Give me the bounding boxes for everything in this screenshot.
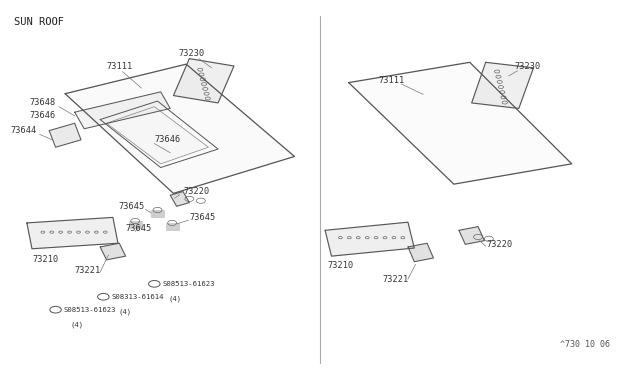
Text: 73230: 73230 [514, 61, 540, 71]
Text: 73220: 73220 [487, 240, 513, 249]
Text: 73221: 73221 [74, 266, 100, 275]
Polygon shape [75, 92, 170, 129]
Polygon shape [408, 243, 433, 262]
Text: 73645: 73645 [189, 213, 216, 222]
Bar [166, 223, 179, 230]
Text: (4): (4) [70, 321, 83, 328]
Text: ^730 10 06: ^730 10 06 [560, 340, 610, 349]
Text: SUN ROOF: SUN ROOF [14, 17, 64, 27]
Text: 73230: 73230 [178, 49, 204, 58]
Text: 73111: 73111 [106, 61, 132, 71]
Polygon shape [27, 217, 118, 249]
Polygon shape [173, 59, 234, 103]
Polygon shape [49, 123, 81, 147]
Text: S08513-61623: S08513-61623 [163, 281, 215, 287]
Polygon shape [170, 192, 189, 206]
Polygon shape [459, 227, 484, 244]
Polygon shape [65, 64, 294, 193]
Text: S08313-61614: S08313-61614 [111, 294, 164, 300]
Text: S08513-61623: S08513-61623 [64, 307, 116, 313]
Text: (4): (4) [118, 308, 131, 315]
Polygon shape [349, 62, 572, 184]
Text: 73644: 73644 [10, 126, 36, 135]
Text: 73221: 73221 [382, 275, 408, 283]
Text: 73220: 73220 [183, 187, 209, 196]
Polygon shape [100, 243, 125, 260]
Text: 73646: 73646 [154, 135, 180, 144]
Polygon shape [325, 222, 414, 256]
Text: 73645: 73645 [125, 224, 152, 233]
Polygon shape [106, 107, 209, 164]
Text: 73646: 73646 [29, 111, 56, 121]
Bar [129, 221, 141, 228]
Bar [151, 210, 164, 217]
Text: 73648: 73648 [29, 99, 56, 108]
Polygon shape [472, 62, 534, 109]
Text: 73645: 73645 [118, 202, 145, 211]
Text: 73210: 73210 [33, 255, 59, 264]
Text: 73111: 73111 [378, 76, 404, 85]
Text: 73210: 73210 [327, 261, 353, 270]
Text: (4): (4) [169, 295, 182, 302]
